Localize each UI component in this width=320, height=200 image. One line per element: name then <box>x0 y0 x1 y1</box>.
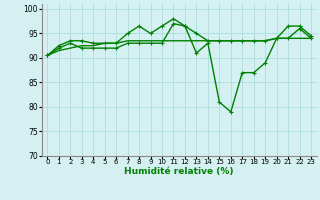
X-axis label: Humidité relative (%): Humidité relative (%) <box>124 167 234 176</box>
